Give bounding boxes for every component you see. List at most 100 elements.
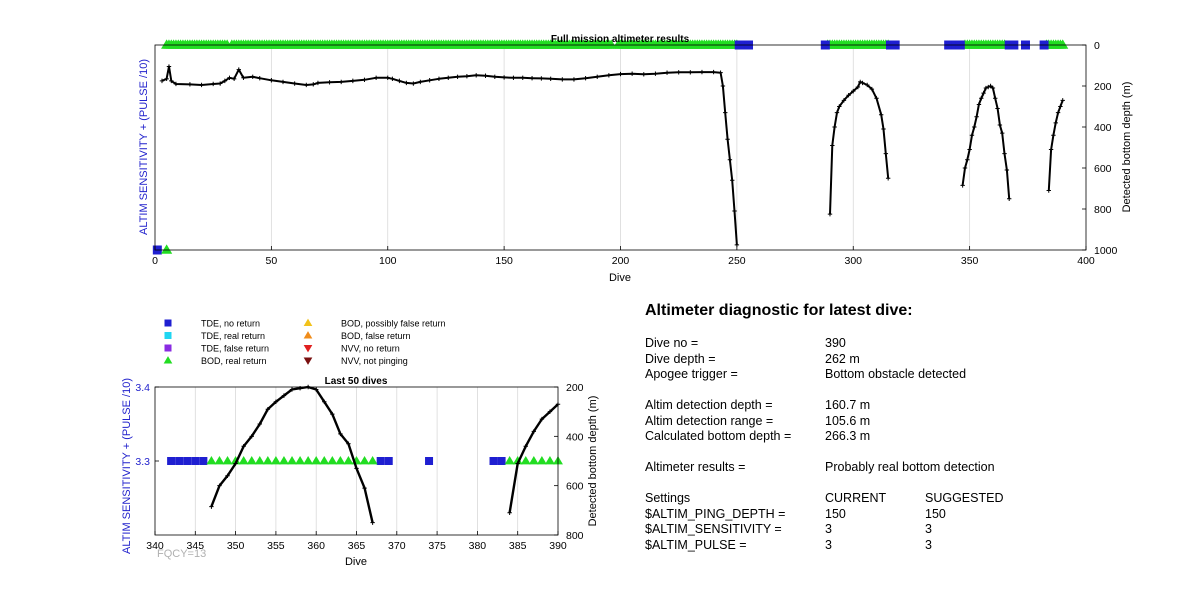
depth-series-line xyxy=(829,80,890,215)
depth-point xyxy=(981,90,986,96)
right-tick-label: 200 xyxy=(1094,81,1112,93)
depth-point xyxy=(1000,130,1005,136)
depth-point xyxy=(436,76,442,82)
setting-current: 3 xyxy=(825,522,832,536)
marker-triangle-up xyxy=(605,39,617,49)
depth-point xyxy=(723,110,728,115)
depth-point xyxy=(217,81,223,86)
depth-point xyxy=(427,78,432,83)
depth-point xyxy=(338,431,343,437)
right-tick-label: 600 xyxy=(566,481,584,493)
depth-point xyxy=(720,83,726,89)
depth-point xyxy=(455,74,460,79)
marker-triangle-up xyxy=(214,456,225,465)
depth-point xyxy=(881,126,886,132)
setting-name: $ALTIM_PING_DEPTH = xyxy=(645,506,786,521)
depth-point xyxy=(511,75,516,80)
depth-point xyxy=(979,96,984,101)
marker-triangle-up xyxy=(319,456,330,465)
depth-point xyxy=(166,64,172,69)
depth-point xyxy=(730,178,735,183)
right-tick-label: 400 xyxy=(1094,122,1112,134)
depth-point xyxy=(1055,110,1061,115)
setting-suggested: 3 xyxy=(925,537,932,552)
depth-point xyxy=(314,387,319,392)
depth-point xyxy=(974,114,979,119)
depth-point xyxy=(289,387,295,392)
bottom-right-axis-label: Detected bottom depth (m) xyxy=(587,396,599,527)
depth-point xyxy=(960,183,965,188)
depth-point xyxy=(997,122,1003,128)
marker-legend: TDE, no return TDE, real return TDE, false… xyxy=(163,318,446,366)
depth-point xyxy=(874,96,879,101)
marker-triangle-up xyxy=(512,456,523,465)
legend-marker-square xyxy=(164,344,172,352)
legend-label: NVV, no return xyxy=(341,344,400,354)
marker-triangle-up xyxy=(504,456,515,465)
calc-depth-row: Calculated bottom depth = 266.3 m xyxy=(645,429,1185,445)
full-mission-chart: 0 50 100 150 200 250 300 350 400 0 200 400 600 800 10… xyxy=(138,34,1133,284)
depth-point xyxy=(418,79,423,85)
settings-header-row: Settings CURRENT SUGGESTED xyxy=(645,491,1185,507)
legend-label: BOD, real return xyxy=(201,356,267,366)
depth-point xyxy=(370,520,375,525)
bottom-left-axis-label: ALTIM SENSITIVITY + (PULSE /10) xyxy=(121,378,133,554)
detect-depth-row: Altim detection depth = 160.7 m xyxy=(645,398,1185,414)
legend-label: TDE, no return xyxy=(201,319,260,329)
depth-point xyxy=(967,147,972,152)
marker-triangle-up xyxy=(262,456,273,465)
x-tick-label: 360 xyxy=(307,540,325,552)
marker-triangle-up xyxy=(254,456,265,465)
depth-point xyxy=(560,77,565,82)
depth-point xyxy=(257,421,262,427)
depth-point xyxy=(159,78,165,84)
last-50-dives-chart: 340 345 350 355 360 365 370 375 380 385 390 3.3 3.4… xyxy=(121,376,599,568)
depth-point xyxy=(539,416,545,422)
depth-point xyxy=(311,82,316,87)
right-tick-label: 200 xyxy=(566,382,584,394)
legend-marker-triangle-up xyxy=(303,318,313,326)
depth-point xyxy=(618,71,623,77)
right-tick-label: 800 xyxy=(566,530,584,542)
depth-point xyxy=(865,82,870,88)
depth-point xyxy=(269,78,274,83)
depth-point xyxy=(346,441,351,446)
depth-point xyxy=(280,79,286,85)
calc-depth-label: Calculated bottom depth = xyxy=(645,429,792,443)
depth-point xyxy=(990,85,996,91)
marker-triangle-up xyxy=(303,456,314,465)
apogee-value: Bottom obstacle detected xyxy=(825,367,967,381)
depth-point xyxy=(373,75,379,80)
depth-point xyxy=(860,80,865,86)
bottom-x-ticks: 340 345 350 355 360 365 370 375 380 385 390 xyxy=(146,531,567,552)
depth-point xyxy=(539,76,544,81)
diagnostic-title: Altimeter diagnostic for latest dive: xyxy=(645,302,913,319)
top-chart-title: Full mission altimeter results xyxy=(551,34,690,45)
dive-depth-label: Dive depth = xyxy=(645,351,716,366)
depth-point xyxy=(993,96,998,101)
x-tick-label: 380 xyxy=(469,540,487,552)
depth-point xyxy=(227,75,232,80)
depth-point xyxy=(411,81,416,86)
x-tick-label: 200 xyxy=(612,255,630,267)
depth-point xyxy=(209,504,214,509)
depth-point xyxy=(362,77,367,83)
depth-point xyxy=(236,67,241,72)
marker-square xyxy=(425,457,434,465)
x-tick-label: 250 xyxy=(728,255,746,267)
marker-triangle-up xyxy=(1057,39,1069,49)
depth-point xyxy=(404,80,409,86)
depth-point xyxy=(225,473,230,478)
detect-range-value: 105.6 m xyxy=(825,413,871,428)
bottom-depth-trace xyxy=(209,384,561,525)
marker-triangle-up xyxy=(367,456,378,465)
depth-point xyxy=(688,70,693,75)
depth-point xyxy=(473,73,479,78)
depth-point xyxy=(732,208,737,214)
depth-point xyxy=(962,165,968,171)
dive-depth-row: Dive depth = 262 m xyxy=(645,352,1185,368)
legend-marker-triangle-down xyxy=(303,345,313,353)
top-x-axis-label: Dive xyxy=(609,272,631,284)
apogee-label: Apogee trigger = xyxy=(645,367,738,381)
depth-point xyxy=(1058,104,1063,109)
